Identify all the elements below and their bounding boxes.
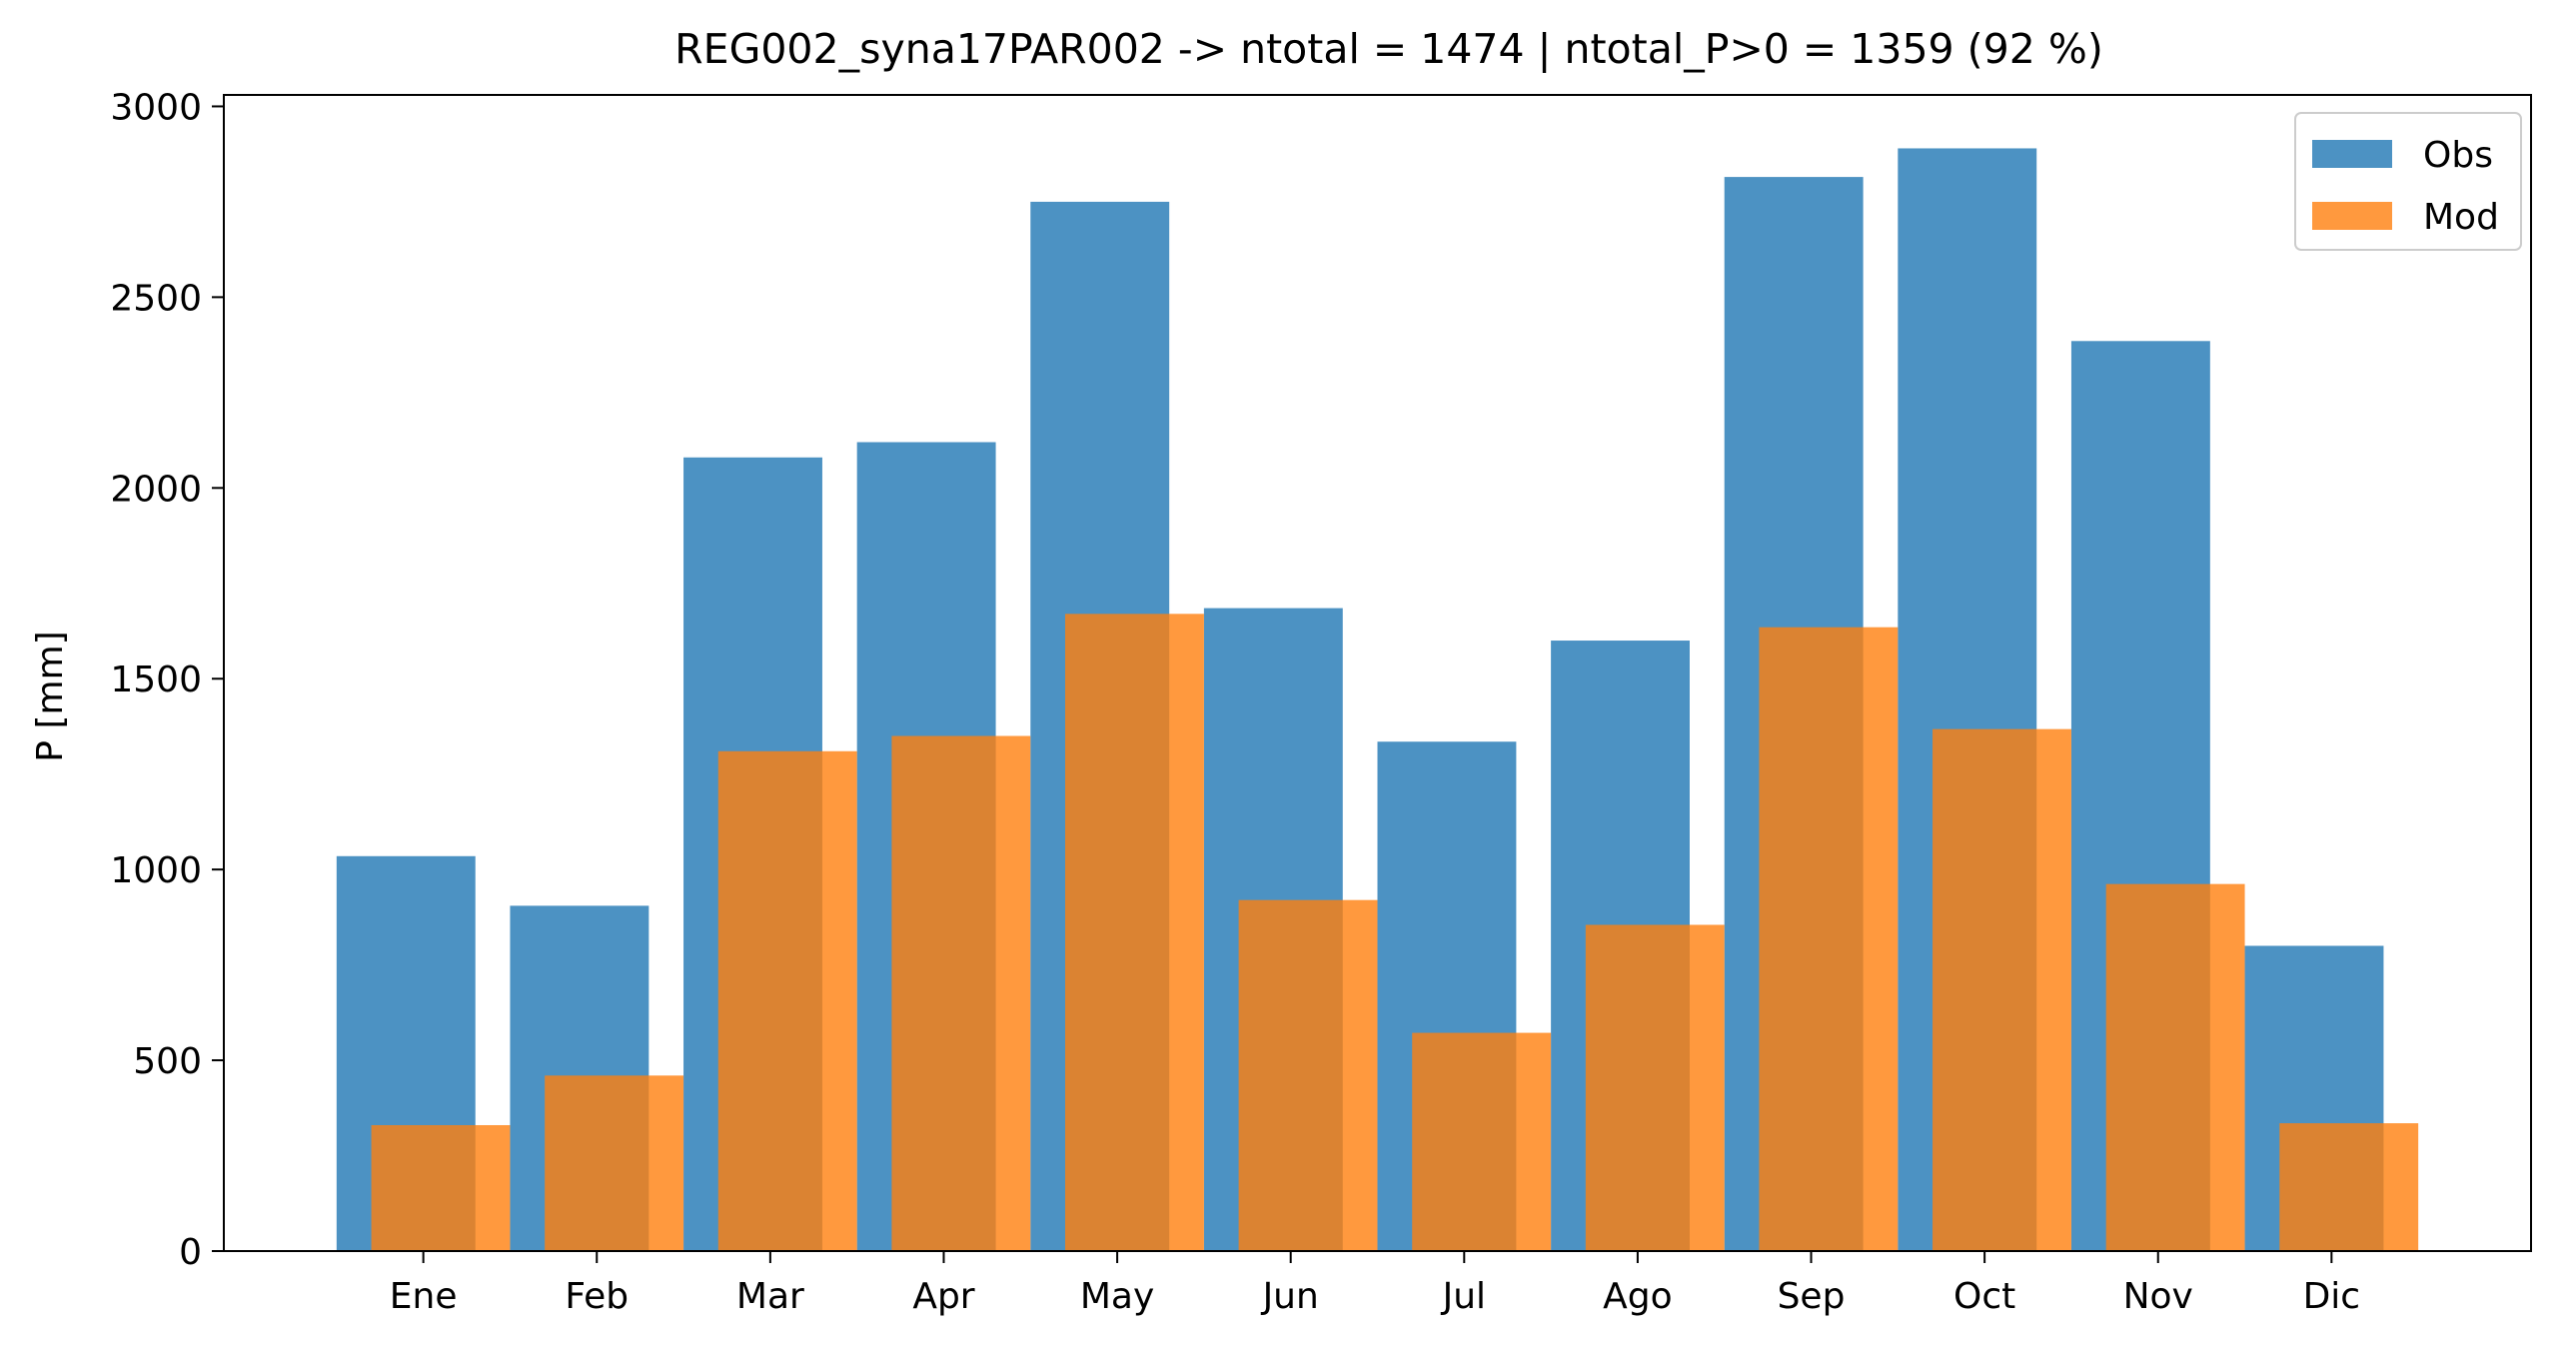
- y-axis-label: P [mm]: [30, 631, 71, 761]
- y-tick-label-2000: 2000: [110, 469, 202, 510]
- y-tick-label-2500: 2500: [110, 278, 202, 319]
- x-tick-label-ene: Ene: [390, 1276, 458, 1317]
- legend-label-mod: Mod: [2423, 197, 2499, 238]
- x-tick-label-feb: Feb: [565, 1276, 629, 1317]
- bar-mod-sep: [1759, 627, 1899, 1251]
- plot-area: [336, 148, 2419, 1252]
- bar-mod-may: [1065, 614, 1204, 1251]
- bar-mod-dic: [2279, 1123, 2419, 1251]
- x-tick-label-nov: Nov: [2123, 1276, 2193, 1317]
- x-tick-label-may: May: [1080, 1276, 1154, 1317]
- x-tick-label-jun: Jun: [1261, 1276, 1319, 1317]
- bar-mod-jun: [1238, 899, 1378, 1251]
- x-tick-label-sep: Sep: [1778, 1276, 1846, 1317]
- x-tick-label-oct: Oct: [1953, 1276, 2015, 1317]
- bar-mod-oct: [1932, 728, 2071, 1251]
- bar-mod-apr: [891, 735, 1031, 1251]
- axes-frame: [223, 94, 2532, 1252]
- y-tick-label-3000: 3000: [110, 87, 202, 128]
- legend-swatch-mod: [2312, 202, 2392, 230]
- bar-mod-nov: [2105, 883, 2245, 1251]
- bar-mod-mar: [717, 750, 857, 1251]
- y-tick-label-500: 500: [133, 1041, 202, 1082]
- y-tick-label-0: 0: [179, 1232, 202, 1273]
- bar-mod-ago: [1585, 924, 1725, 1251]
- legend-label-obs: Obs: [2423, 135, 2493, 176]
- x-tick-label-ago: Ago: [1603, 1276, 1673, 1317]
- axes: Ene Feb Mar Apr May Jun Jul Ago Sep Oct Nov Dic 0 500…: [110, 87, 2532, 1317]
- chart-title: REG002_syna17PAR002 -> ntotal = 1474 | n…: [674, 25, 2103, 73]
- legend-swatch-obs: [2312, 140, 2392, 168]
- bar-mod-ene: [371, 1124, 511, 1251]
- x-tick-label-mar: Mar: [736, 1276, 804, 1317]
- x-tick-label-dic: Dic: [2303, 1276, 2361, 1317]
- y-tick-label-1000: 1000: [110, 850, 202, 891]
- bar-mod-jul: [1412, 1032, 1552, 1251]
- legend: Obs Mod: [2294, 112, 2522, 251]
- y-tick-label-1500: 1500: [110, 660, 202, 700]
- x-tick-label-apr: Apr: [912, 1276, 974, 1317]
- bar-mod-feb: [545, 1075, 684, 1251]
- x-tick-label-jul: Jul: [1441, 1276, 1486, 1317]
